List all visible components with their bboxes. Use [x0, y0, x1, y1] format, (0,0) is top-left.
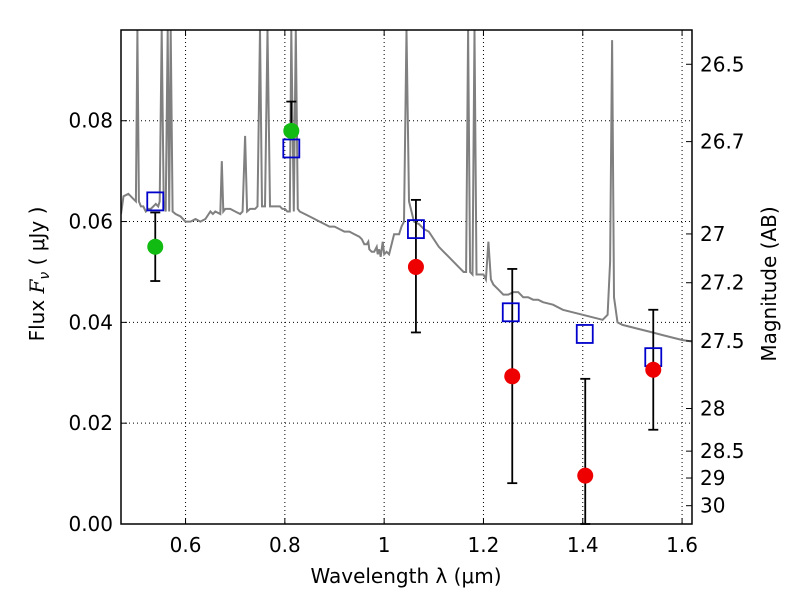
x-tick-label: 0.8: [269, 533, 301, 557]
magnitude-axis-label: Magnitude (AB): [757, 206, 781, 361]
y-tick-label: 0.02: [68, 411, 113, 435]
spectrum-layer: [121, 30, 692, 343]
model-photometry-square: [575, 324, 594, 344]
mag-tick-label: 27.2: [700, 271, 745, 295]
y-tick-label: 0.08: [68, 109, 113, 133]
observed-flux-layer: [147, 122, 662, 484]
observed-flux-point: [577, 467, 594, 484]
y-tick-label: 0.06: [68, 210, 113, 234]
plot-frame: [120, 29, 693, 525]
mag-tick-label: 26.7: [700, 130, 745, 154]
model-photometry-square: [282, 138, 301, 159]
observed-flux-point: [147, 238, 164, 255]
mag-tick-label: 28: [700, 397, 725, 421]
x-tick-label: 1.2: [468, 533, 500, 557]
tick-layer: 0.6 0.8 1 1.2 1.4 1.6 0.00 0.02 0.04 0.06 0.08 26.5…: [68, 30, 745, 557]
mag-tick-label: 28.5: [700, 439, 745, 463]
x-tick-label: 1: [378, 533, 391, 557]
observed-flux-point: [645, 361, 662, 378]
y-axis-label-pre: Flux: [25, 293, 49, 341]
spectrum-line: [121, 30, 692, 343]
y-tick-label: 0.04: [68, 310, 113, 334]
model-photometry-square: [407, 219, 425, 240]
mag-tick-label: 27: [700, 222, 725, 246]
x-tick-label: 0.6: [170, 533, 202, 557]
x-tick-label: 1.4: [567, 533, 599, 557]
observed-flux-point: [407, 258, 424, 275]
y-tick-label: 0.00: [68, 512, 113, 536]
x-axis-label: Wavelength λ (μm): [310, 564, 501, 588]
model-photometry-square: [501, 302, 520, 323]
mag-tick-label: 30: [700, 494, 725, 518]
mag-tick-label: 29: [700, 466, 725, 490]
mag-tick-label: 26.5: [700, 52, 745, 76]
y-axis-label-post: ( μJy ): [25, 207, 49, 272]
x-tick-label: 1.6: [666, 533, 698, 557]
observed-flux-point: [504, 368, 521, 385]
model-photometry-layer: [146, 138, 663, 368]
y-axis-label-subscript: ν: [37, 272, 53, 280]
y-axis-label: Flux Fν ( μJy ): [25, 207, 53, 342]
model-photometry-square: [146, 191, 165, 212]
mag-tick-label: 27.5: [700, 329, 745, 353]
y-axis-label-symbol: F: [25, 278, 49, 294]
observed-flux-point: [283, 122, 300, 139]
